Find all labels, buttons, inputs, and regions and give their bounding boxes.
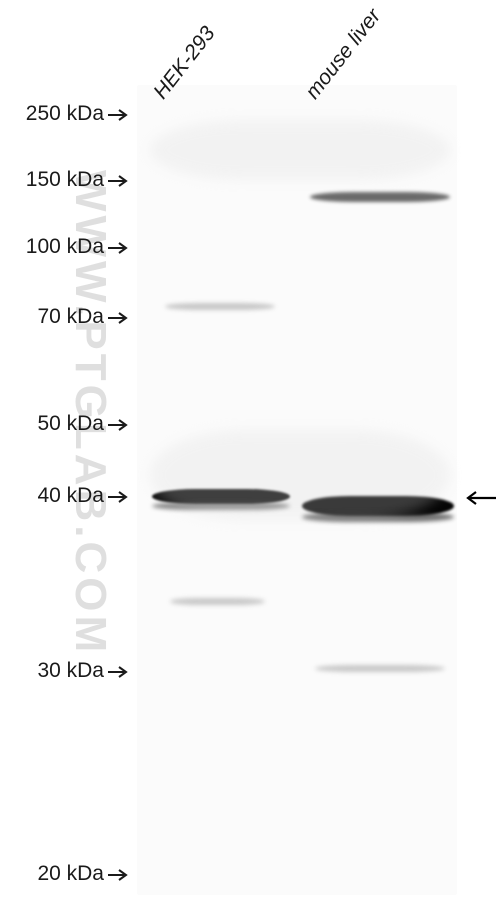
marker-label-6: 30 kDa — [37, 659, 104, 683]
marker-arrow-6 — [108, 665, 130, 684]
marker-arrow-4 — [108, 418, 130, 437]
target-band-arrow — [462, 490, 496, 506]
marker-label-3: 70 kDa — [37, 305, 104, 329]
marker-label-5: 40 kDa — [37, 484, 104, 508]
marker-arrow-7 — [108, 868, 130, 887]
marker-label-7: 20 kDa — [37, 862, 104, 886]
marker-arrow-3 — [108, 311, 130, 330]
band-9 — [150, 430, 450, 520]
marker-arrow-0 — [108, 108, 130, 127]
band-7 — [315, 665, 445, 672]
marker-arrow-2 — [108, 241, 130, 260]
band-4 — [310, 192, 450, 202]
marker-label-1: 150 kDa — [26, 168, 104, 192]
marker-arrow-1 — [108, 174, 130, 193]
band-6 — [170, 598, 265, 605]
band-8 — [150, 120, 450, 180]
marker-label-4: 50 kDa — [37, 412, 104, 436]
western-blot-figure: WWW.PTGLAB.COM HEK-293mouse liver 250 kD… — [0, 0, 500, 903]
marker-label-2: 100 kDa — [26, 235, 104, 259]
band-5 — [165, 303, 275, 310]
marker-arrow-5 — [108, 490, 130, 509]
marker-label-0: 250 kDa — [26, 102, 104, 126]
